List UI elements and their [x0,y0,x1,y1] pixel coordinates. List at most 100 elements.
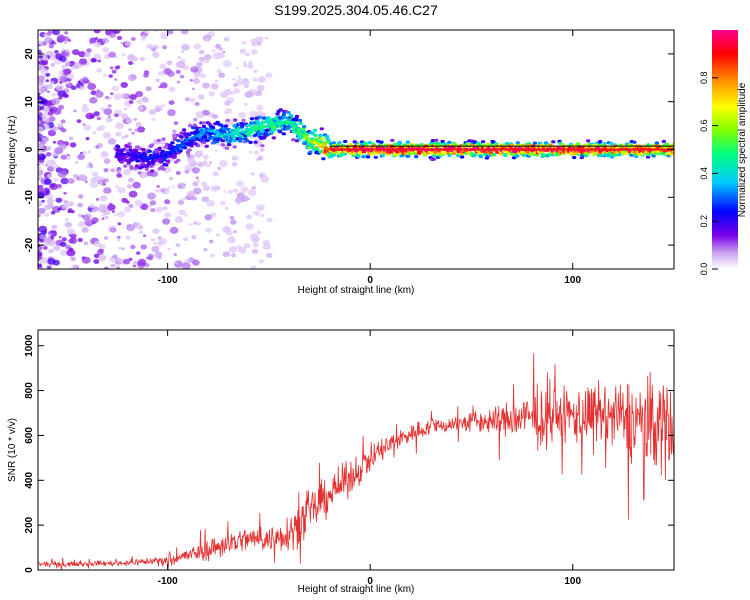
noise-blob [176,80,181,84]
ridge-cell [431,157,436,161]
noise-blob [81,256,91,264]
ridge-cell [440,139,445,143]
noise-blob [92,131,97,135]
noise-blob [104,266,109,269]
noise-blob [262,239,270,246]
y-tick-label: -10 [24,190,35,205]
noise-blob [60,119,66,124]
noise-blob [201,196,210,203]
y-tick-label: 600 [24,427,35,444]
noise-blob [81,103,88,109]
noise-blob [116,35,123,41]
ridge-cell [265,133,270,137]
noise-blob [148,109,157,115]
noise-blob [223,37,230,42]
y-tick-label: 10 [24,96,35,108]
noise-blob [224,100,231,106]
noise-blob [39,67,49,75]
noise-blob [189,79,194,82]
ridge-cell [210,125,215,129]
noise-blob [191,87,195,91]
ridge-cell [172,152,178,156]
ridge-cell [161,137,166,141]
noise-blob [61,64,68,70]
noise-blob [249,110,257,117]
ridge-cell [219,134,224,138]
ridge-cell [356,154,361,158]
noise-blob [46,90,50,93]
noise-blob [143,234,147,237]
colorbar-tick-label: 0.4 [699,167,709,180]
ridge-cell [312,128,318,132]
noise-blob [72,49,80,56]
noise-blob [94,90,104,98]
noise-blob [164,199,171,205]
x-tick-label: 100 [564,275,581,286]
noise-blob [216,69,222,74]
ridge-cell [314,147,320,151]
noise-blob [203,163,209,167]
ridge-cell [246,133,252,137]
noise-blob [168,100,175,105]
ridge-cell [515,154,520,158]
ridge-cell [360,142,365,146]
noise-blob [41,199,45,203]
noise-blob [69,237,78,244]
noise-blob [49,159,57,166]
noise-blob [140,244,148,250]
noise-blob [78,221,86,228]
ridge-cell [119,160,124,164]
noise-blob [61,203,69,210]
ridge-cell [220,143,226,147]
noise-blob [156,185,160,188]
ridge-cell [291,138,296,142]
noise-blob [90,165,94,169]
noise-blob [223,190,227,193]
noise-blob [196,179,201,183]
noise-blob [158,238,167,245]
ridge-cell [281,112,287,116]
noise-blob [128,190,138,198]
noise-blob [117,258,124,264]
noise-blob [87,81,91,84]
noise-blob [216,233,220,237]
noise-blob [248,150,253,154]
ridge-cell [310,131,315,135]
noise-blob [202,82,210,89]
noise-blob [222,50,226,54]
noise-blob [125,118,133,124]
noise-blob [77,213,83,218]
noise-blob [96,249,104,256]
noise-blob [266,252,273,258]
ridge-cell [225,118,230,122]
noise-blob [137,105,144,111]
ridge-cell [195,144,201,148]
noise-blob [108,74,113,78]
noise-blob [239,48,246,54]
noise-blob [218,160,228,168]
noise-blob [192,117,198,122]
noise-blob [236,180,244,187]
noise-blob [124,134,129,138]
ridge-cell [365,155,371,159]
ridge-cell [447,140,452,144]
noise-blob [124,107,128,111]
noise-blob [66,228,76,236]
noise-blob [38,225,48,233]
ridge-cell [503,153,508,157]
noise-blob [38,207,46,214]
noise-blob [227,236,236,244]
noise-blob [48,248,54,254]
noise-blob [50,210,56,215]
ridge-cell [661,139,667,144]
ridge-cell [172,155,177,159]
ridge-cell [278,108,283,112]
noise-blob [128,100,134,104]
noise-blob [58,70,64,75]
noise-blob [41,116,49,122]
noise-blob [53,177,59,182]
ridge-cell [232,145,237,149]
ridge-cell [298,121,303,126]
noise-blob [160,82,168,89]
ridge-cell [161,167,166,171]
